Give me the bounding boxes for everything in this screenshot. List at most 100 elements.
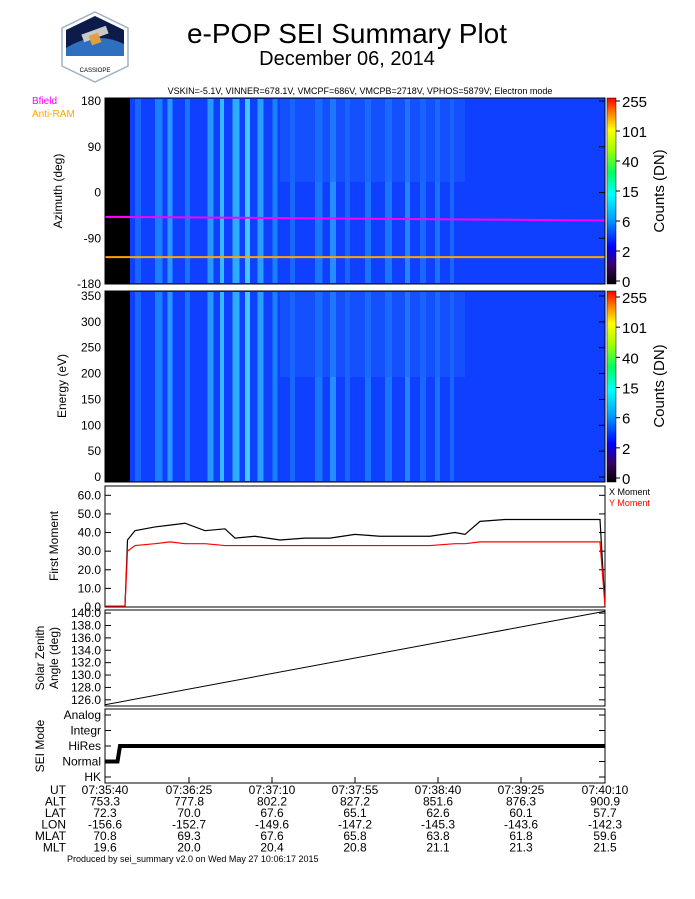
spectrogram-band [385, 292, 392, 481]
spectrogram-band [272, 292, 278, 481]
ephemeris-cell: 70.8 [93, 829, 117, 843]
bfield-line [104, 215, 606, 222]
ephemeris-cell: 876.3 [506, 795, 536, 809]
ephemeris-table: UT 07:35:40 07:36:25 07:37:10 07:37:55 07:38:… [35, 777, 629, 855]
spectrogram-band [135, 99, 141, 283]
colorbar-tick: 40 [622, 350, 639, 367]
spectrogram-band [315, 99, 323, 283]
ephemeris-cell: 69.3 [177, 829, 201, 843]
spectrogram-band [435, 292, 440, 481]
ephemeris-cell: 59.6 [593, 829, 617, 843]
colorbar-tick: 0 [622, 274, 630, 291]
spectrogram-band [420, 292, 426, 481]
spectrogram-band [405, 292, 410, 481]
energy-spectrogram-panel: 350 300 250 200 150 100 50 0 Energy (eV) [55, 289, 606, 484]
spectrogram-band [245, 99, 250, 283]
legend-y-moment: Y Moment [609, 498, 650, 508]
spectrogram-band [365, 292, 371, 481]
first-moment-tick: 10.0 [78, 581, 102, 595]
voltage-params: VSKIN=-5.1V, VINNER=678.1V, VMCPF=686V, … [168, 86, 553, 96]
first-moment-tick: 30.0 [78, 544, 102, 558]
sza-tick: 126.0 [71, 693, 101, 707]
ephemeris-cell: 65.8 [343, 829, 367, 843]
first-moment-ylabel: First Moment [47, 510, 61, 581]
energy-tick: 200 [81, 367, 101, 381]
sei-mode-tick: Integr [70, 724, 101, 738]
colorbar-tick: 101 [622, 124, 647, 141]
ephemeris-cell: 67.6 [260, 806, 284, 820]
produced-by: Produced by sei_summary v2.0 on Wed May … [67, 854, 318, 864]
energy-ylabel: Energy (eV) [55, 354, 69, 418]
sza-tick: 130.0 [71, 668, 101, 682]
spectrogram-band [245, 292, 250, 481]
energy-tick: 50 [88, 444, 102, 458]
ephemeris-cell: 07:40:10 [582, 783, 629, 797]
ephemeris-cell: 21.1 [426, 841, 450, 855]
spectrogram-band [280, 99, 465, 182]
ephemeris-cell: 63.8 [426, 829, 450, 843]
sei-mode-line [105, 744, 605, 764]
spectrogram-band [450, 292, 454, 481]
spectrogram-band [185, 292, 190, 481]
legend-x-moment: X Moment [609, 487, 651, 497]
spectrogram-band [420, 99, 426, 283]
first-moment-tick: 0.0 [84, 600, 101, 614]
ephemeris-label: ALT [45, 795, 67, 809]
spectrogram-band [435, 99, 440, 283]
spectrogram-band [167, 292, 173, 481]
sza-ylabel-2: Angle (deg) [47, 627, 61, 689]
colorbar-tick: 255 [622, 94, 647, 111]
spectrogram-band [315, 292, 323, 481]
ephemeris-cell: 753.3 [90, 795, 120, 809]
spectrogram-band [280, 292, 465, 378]
azimuth-tick: 180 [81, 94, 101, 108]
ephemeris-cell: -149.6 [255, 818, 289, 832]
spectrogram-band [155, 99, 163, 283]
colorbar-tick: 15 [622, 184, 639, 201]
colorbar-tick: 0 [622, 471, 630, 488]
azimuth-spectrogram-panel: 180 90 0 -90 -180 Azimuth (deg) [51, 94, 606, 291]
logo-text: CASSIOPE [80, 68, 111, 74]
spectrogram-band [290, 292, 295, 481]
ephemeris-cell: 20.0 [177, 841, 201, 855]
energy-data-gap [105, 291, 130, 482]
ephemeris-cell: 20.4 [260, 841, 284, 855]
ephemeris-cell: 61.8 [509, 829, 533, 843]
sza-line [104, 610, 606, 706]
colorbar-tick: 2 [622, 244, 630, 261]
energy-tick: 0 [94, 470, 101, 484]
ephemeris-cell: 777.8 [174, 795, 204, 809]
ephemeris-cell: 60.1 [509, 806, 533, 820]
first-moment-tick: 60.0 [78, 488, 102, 502]
azimuth-tick: 0 [94, 186, 101, 200]
spectrogram-band [345, 292, 350, 481]
ephemeris-cell: -152.7 [172, 818, 206, 832]
ephemeris-cell: 70.0 [177, 806, 201, 820]
spectrogram-band [330, 292, 336, 481]
sza-tick: 128.0 [71, 680, 101, 694]
ephemeris-label: MLT [43, 841, 67, 855]
colorbar-tick: 2 [622, 441, 630, 458]
ephemeris-cell: 802.2 [257, 795, 287, 809]
ephemeris-cell: 67.6 [260, 829, 284, 843]
ephemeris-cell: -147.2 [338, 818, 372, 832]
azimuth-ylabel: Azimuth (deg) [51, 154, 65, 229]
azimuth-tick: 90 [88, 140, 102, 154]
spectrogram-band [220, 99, 224, 283]
azimuth-data-gap [105, 98, 130, 284]
ephemeris-cell: 900.9 [590, 795, 620, 809]
ephemeris-cell: 07:39:25 [498, 783, 545, 797]
ephemeris-cell: -142.3 [588, 818, 622, 832]
spectrogram-band [405, 99, 410, 283]
ephemeris-cell: 851.6 [423, 795, 453, 809]
colorbar-2: 255 101 40 15 6 2 0 Counts (DN) [606, 290, 668, 488]
y-moment-line [105, 541, 606, 607]
sei-mode-tick: Analog [64, 708, 101, 722]
spectrogram-band [232, 99, 240, 283]
x-moment-line [105, 518, 606, 607]
cassiope-logo: CASSIOPE [61, 11, 129, 83]
spectrogram-band [257, 99, 264, 283]
ephemeris-cell: 21.3 [509, 841, 533, 855]
solar-zenith-panel: 140.0138.0136.0134.0132.0130.0128.0126.0… [33, 606, 606, 707]
